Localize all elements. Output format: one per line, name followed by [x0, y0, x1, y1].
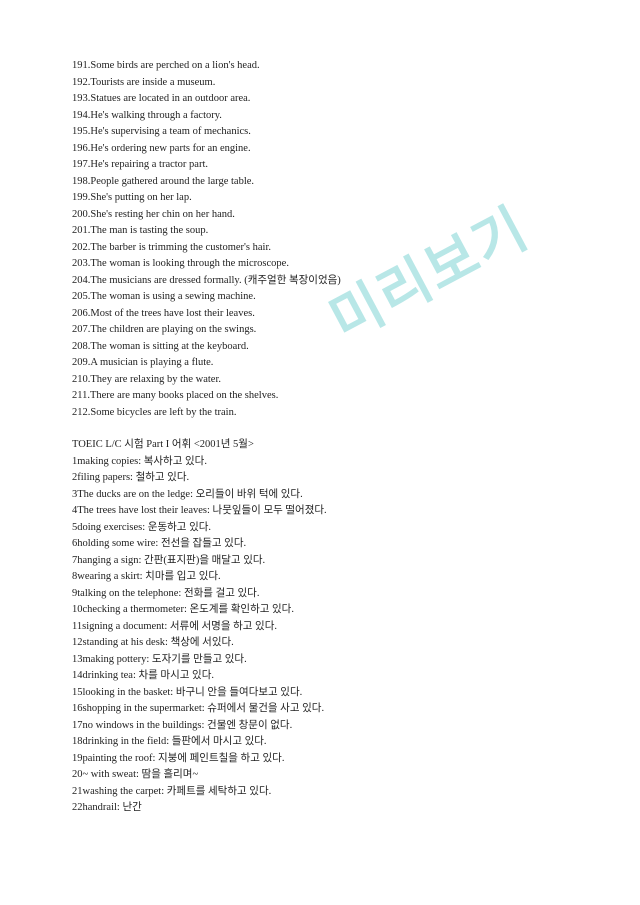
text-line: 21washing the carpet: 카페트를 세탁하고 있다.: [72, 784, 580, 801]
text-line: 12standing at his desk: 책상에 서있다.: [72, 635, 580, 652]
text-line: 20~ with sweat: 땀을 흘리며~: [72, 767, 580, 784]
text-line: 206.Most of the trees have lost their le…: [72, 306, 580, 323]
text-line: 9talking on the telephone: 전화를 걸고 있다.: [72, 586, 580, 603]
text-line: 199.She's putting on her lap.: [72, 190, 580, 207]
text-line: 2filing papers: 철하고 있다.: [72, 470, 580, 487]
text-line: 201.The man is tasting the soup.: [72, 223, 580, 240]
text-line: 210.They are relaxing by the water.: [72, 372, 580, 389]
text-line: 204.The musicians are dressed formally. …: [72, 273, 580, 290]
text-line: 6holding some wire: 전선을 잡들고 있다.: [72, 536, 580, 553]
text-line: 16shopping in the supermarket: 슈퍼에서 물건을 …: [72, 701, 580, 718]
section-2: 1making copies: 복사하고 있다.2filing papers: …: [72, 454, 580, 817]
text-line: 18drinking in the field: 들판에서 마시고 있다.: [72, 734, 580, 751]
text-line: 8wearing a skirt: 치마를 입고 있다.: [72, 569, 580, 586]
text-line: 203.The woman is looking through the mic…: [72, 256, 580, 273]
text-line: 212.Some bicycles are left by the train.: [72, 405, 580, 422]
text-line: 7hanging a sign: 간판(표지판)을 매달고 있다.: [72, 553, 580, 570]
text-line: 17no windows in the buildings: 건물엔 창문이 없…: [72, 718, 580, 735]
section-1: 191.Some birds are perched on a lion's h…: [72, 58, 580, 421]
text-line: 191.Some birds are perched on a lion's h…: [72, 58, 580, 75]
section-2-title: TOEIC L/C 시험 Part I 어휘 <2001년 5월>: [72, 437, 580, 454]
document-content: 191.Some birds are perched on a lion's h…: [72, 58, 580, 817]
text-line: 198.People gathered around the large tab…: [72, 174, 580, 191]
text-line: 15looking in the basket: 바구니 안을 들여다보고 있다…: [72, 685, 580, 702]
text-line: 11signing a document: 서류에 서명을 하고 있다.: [72, 619, 580, 636]
text-line: 208.The woman is sitting at the keyboard…: [72, 339, 580, 356]
text-line: 211.There are many books placed on the s…: [72, 388, 580, 405]
text-line: 197.He's repairing a tractor part.: [72, 157, 580, 174]
text-line: 195.He's supervising a team of mechanics…: [72, 124, 580, 141]
text-line: 196.He's ordering new parts for an engin…: [72, 141, 580, 158]
text-line: 209.A musician is playing a flute.: [72, 355, 580, 372]
text-line: 10checking a thermometer: 온도계를 확인하고 있다.: [72, 602, 580, 619]
text-line: 192.Tourists are inside a museum.: [72, 75, 580, 92]
text-line: 205.The woman is using a sewing machine.: [72, 289, 580, 306]
text-line: 200.She's resting her chin on her hand.: [72, 207, 580, 224]
text-line: 5doing exercises: 운동하고 있다.: [72, 520, 580, 537]
text-line: 194.He's walking through a factory.: [72, 108, 580, 125]
text-line: 22handrail: 난간: [72, 800, 580, 817]
text-line: 193.Statues are located in an outdoor ar…: [72, 91, 580, 108]
text-line: 1making copies: 복사하고 있다.: [72, 454, 580, 471]
text-line: 3The ducks are on the ledge: 오리들이 바위 턱에 …: [72, 487, 580, 504]
text-line: 202.The barber is trimming the customer'…: [72, 240, 580, 257]
text-line: 13making pottery: 도자기를 만들고 있다.: [72, 652, 580, 669]
text-line: 4The trees have lost their leaves: 나뭇잎들이…: [72, 503, 580, 520]
text-line: 14drinking tea: 차를 마시고 있다.: [72, 668, 580, 685]
text-line: 19painting the roof: 지붕에 페인트칠을 하고 있다.: [72, 751, 580, 768]
text-line: 207.The children are playing on the swin…: [72, 322, 580, 339]
section-gap: [72, 421, 580, 437]
